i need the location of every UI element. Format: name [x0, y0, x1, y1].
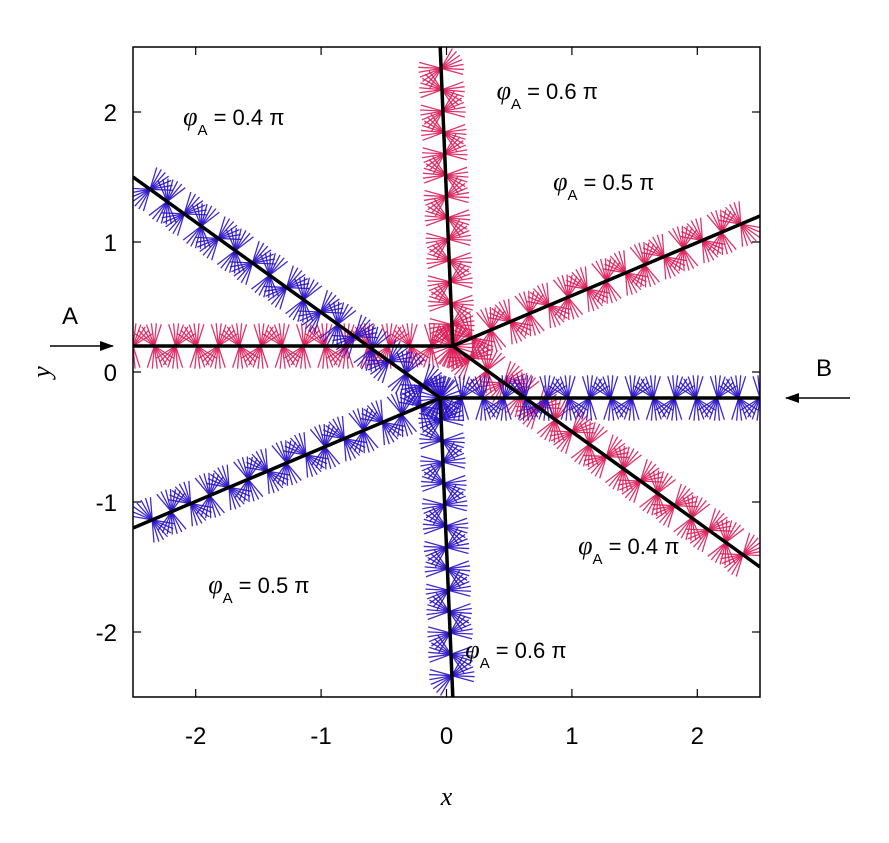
- series-line-A-0.5: [452, 214, 760, 348]
- annotation-4: φA = 0.5 π: [208, 570, 309, 607]
- phi-subscript: A: [511, 96, 521, 113]
- phi-subscript: A: [593, 551, 603, 568]
- phi-value: = 0.4 π: [609, 534, 680, 559]
- phi-symbol: φ: [208, 570, 222, 599]
- series-mark-spoke: [133, 323, 137, 352]
- phi-value: = 0.6 π: [527, 79, 598, 104]
- series-B-0.4-decor: [133, 167, 760, 421]
- phi-subscript: A: [223, 590, 233, 607]
- x-tick-label: 0: [440, 723, 453, 750]
- series-line-A-0.6: [438, 47, 455, 347]
- series-mark-spoke: [752, 376, 760, 401]
- beam-label-a: A: [62, 303, 78, 330]
- phi-symbol: φ: [553, 167, 567, 196]
- x-tick-label: 2: [691, 723, 704, 750]
- series-mark-spoke: [757, 375, 760, 406]
- annotation-2: φA = 0.5 π: [553, 167, 654, 204]
- phi-value: = 0.4 π: [214, 105, 285, 130]
- series-line-B-0.5: [133, 396, 441, 530]
- y-tick-label: -1: [96, 490, 117, 517]
- phi-symbol: φ: [497, 76, 511, 105]
- phi-value: = 0.6 π: [496, 638, 567, 663]
- y-tick-label: -2: [96, 620, 117, 647]
- phi-subscript: A: [567, 187, 577, 204]
- annotation-3: φA = 0.4 π: [578, 531, 679, 568]
- y-tick-label: 0: [104, 360, 117, 387]
- series-mark-spoke: [751, 396, 760, 420]
- phi-symbol: φ: [465, 635, 479, 664]
- beam-label-b: B: [816, 355, 832, 382]
- annotation-5: φA = 0.6 π: [465, 635, 566, 672]
- phi-symbol: φ: [578, 531, 592, 560]
- phi-subscript: A: [480, 655, 490, 672]
- phi-symbol: φ: [183, 102, 197, 131]
- y-tick-label: 1: [104, 230, 117, 257]
- annotation-0: φA = 0.4 π: [183, 102, 284, 139]
- y-axis-title: y: [27, 366, 56, 381]
- phi-value: = 0.5 π: [239, 573, 310, 598]
- series-mark-spoke: [133, 338, 136, 369]
- x-axis-title: x: [440, 782, 453, 811]
- series-mark-spoke: [756, 392, 760, 421]
- x-tick-label: 1: [565, 723, 578, 750]
- series-line-B-0.6: [438, 397, 455, 697]
- axes: [132, 46, 761, 698]
- plot-area: [133, 47, 760, 697]
- phi-subscript: A: [198, 122, 208, 139]
- y-tick-label: 2: [104, 100, 117, 127]
- phi-value: = 0.5 π: [583, 170, 654, 195]
- annotation-1: φA = 0.6 π: [497, 76, 598, 113]
- x-tick-label: -2: [185, 723, 206, 750]
- series-mark-spoke: [133, 343, 141, 368]
- x-tick-label: -1: [310, 723, 331, 750]
- series-mark-spoke: [133, 324, 142, 348]
